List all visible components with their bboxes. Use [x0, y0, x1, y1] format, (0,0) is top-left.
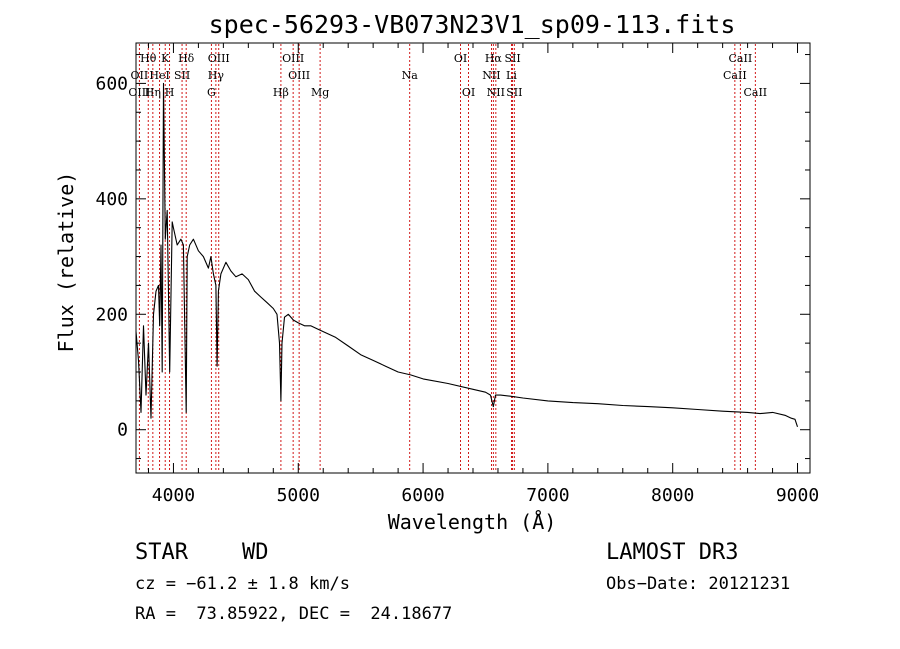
x-tick-label-3: 7000	[526, 485, 569, 506]
x-tick-label-2: 6000	[401, 485, 444, 506]
line-label-16: Na	[402, 69, 419, 82]
y-tick-label-0: 0	[117, 420, 128, 441]
line-label-21: NII	[482, 69, 500, 82]
line-label-14: OIII	[288, 69, 310, 82]
line-label-19: Hα	[485, 52, 503, 65]
survey-name: LAMOST DR3	[606, 540, 739, 565]
y-tick-label-3: 600	[95, 73, 128, 94]
line-label-0: Hθ	[140, 52, 157, 65]
line-label-9: OIII	[208, 52, 230, 65]
object-class: STAR	[135, 540, 188, 565]
line-label-3: Hη	[145, 86, 161, 99]
line-label-27: CaII	[743, 86, 767, 99]
x-axis-label: Wavelength (Å)	[388, 510, 557, 534]
line-label-2: OIII	[128, 86, 150, 99]
line-label-10: Hγ	[208, 69, 225, 82]
x-tick-label-4: 8000	[651, 485, 694, 506]
line-label-18: OI	[462, 86, 475, 99]
line-label-4: K	[161, 52, 170, 65]
line-label-15: Mg	[311, 86, 329, 99]
x-tick-label-1: 5000	[277, 485, 320, 506]
line-label-7: H	[165, 86, 175, 99]
chart-title: spec-56293-VB073N23V1_sp09-113.fits	[209, 10, 736, 39]
line-label-23: NII	[487, 86, 505, 99]
line-label-25: CaII	[729, 52, 753, 65]
redshift-cz: cz = −61.2 ± 1.8 km/s	[135, 574, 350, 594]
y-tick-label-2: 400	[95, 189, 128, 210]
observation-date: Obs−Date: 20121231	[606, 574, 791, 594]
plot-frame	[135, 42, 811, 474]
line-label-20: SII	[504, 52, 520, 65]
line-label-22: Li	[506, 69, 517, 82]
line-label-6: SII	[174, 69, 190, 82]
x-tick-label-5: 9000	[776, 485, 819, 506]
y-axis-label: Flux (relative)	[54, 172, 78, 353]
x-axis: 4000 5000 6000 7000 8000 9000	[147, 43, 819, 506]
line-label-13: OIII	[282, 52, 304, 65]
object-subclass: WD	[242, 540, 269, 565]
line-label-8: Hδ	[178, 52, 195, 65]
line-label-26: CaII	[723, 69, 747, 82]
line-label-5: HeI	[149, 69, 169, 82]
line-label-24: SII	[506, 86, 522, 99]
ra-dec-coordinates: RA = 73.85922, DEC = 24.18677	[135, 604, 453, 624]
line-label-1: OII	[131, 69, 149, 82]
y-tick-label-1: 200	[95, 304, 128, 325]
line-label-11: G	[207, 86, 216, 99]
y-axis: 0 200 400 600	[95, 54, 810, 460]
line-label-17: OI	[454, 52, 467, 65]
spectral-line-markers	[138, 44, 756, 472]
line-label-12: Hβ	[273, 86, 289, 99]
x-tick-label-0: 4000	[152, 485, 195, 506]
spectrum-series-line	[135, 82, 799, 427]
